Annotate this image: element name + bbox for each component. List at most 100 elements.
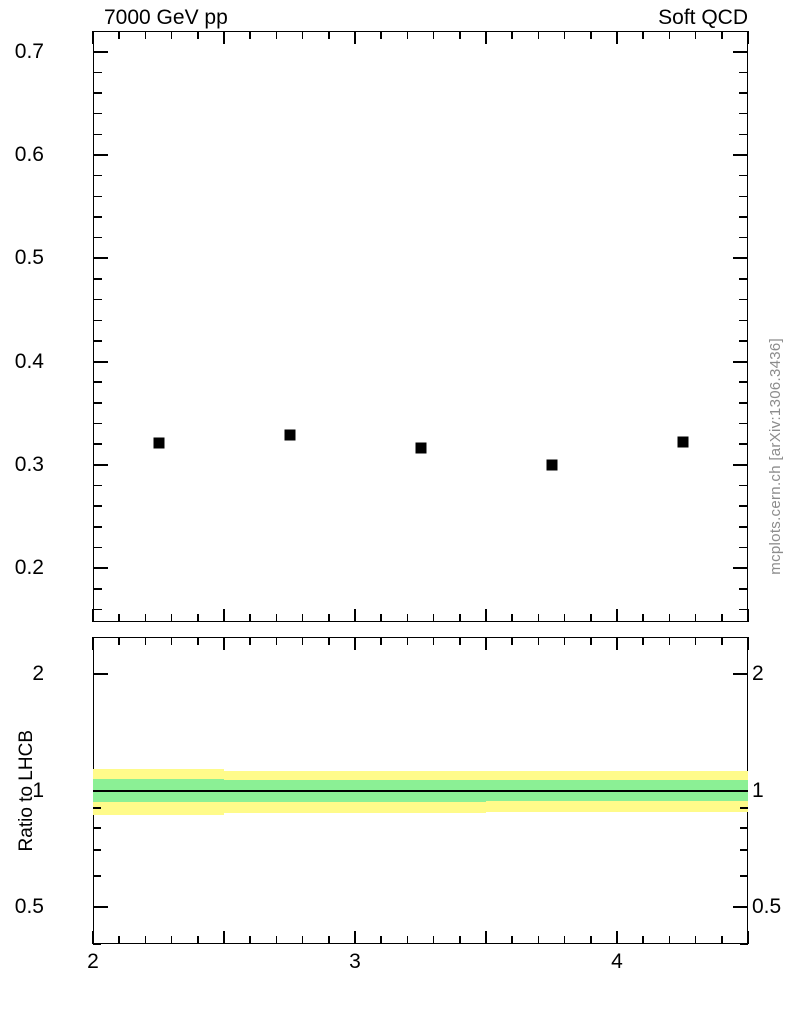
axis-tick: [563, 637, 566, 645]
axis-tick: [511, 936, 513, 944]
axis-tick: [739, 133, 748, 136]
axis-tick: [721, 31, 723, 39]
x-axis-tick-label: 3: [349, 950, 361, 973]
axis-tick: [118, 637, 120, 645]
axis-tick: [590, 614, 592, 622]
axis-tick: [563, 31, 566, 39]
axis-tick: [93, 588, 102, 590]
axis-tick: [616, 31, 618, 44]
axis-tick: [459, 637, 461, 645]
axis-tick: [93, 133, 102, 136]
axis-tick: [380, 614, 382, 622]
axis-tick: [747, 609, 749, 622]
axis-tick: [144, 31, 147, 39]
axis-tick: [563, 614, 566, 622]
y-axis-tick-label: 0.6: [14, 142, 44, 166]
axis-tick: [93, 257, 108, 260]
axis-tick: [739, 443, 748, 446]
axis-tick: [354, 931, 356, 944]
axis-tick: [694, 637, 697, 645]
axis-tick: [223, 931, 225, 944]
axis-tick: [739, 484, 748, 487]
axis-tick: [668, 31, 671, 39]
axis-tick: [642, 31, 644, 39]
axis-tick: [739, 298, 748, 301]
axis-tick: [590, 31, 592, 39]
axis-tick: [144, 637, 147, 645]
axis-tick: [93, 484, 102, 487]
axis-tick: [642, 614, 644, 622]
axis-tick: [733, 789, 748, 792]
axis-tick: [739, 278, 748, 280]
axis-tick: [739, 505, 748, 508]
axis-tick: [93, 608, 102, 611]
axis-tick: [694, 31, 697, 39]
ratio-y-tick-label: 1: [32, 778, 44, 802]
axis-tick: [740, 943, 748, 945]
axis-tick: [92, 637, 94, 650]
axis-tick: [93, 236, 102, 239]
axis-tick: [739, 381, 748, 384]
data-point-lhcb: [284, 429, 295, 441]
axis-tick: [144, 614, 147, 622]
axis-tick: [733, 257, 748, 260]
axis-tick: [406, 614, 409, 622]
axis-tick: [747, 31, 749, 44]
axis-tick: [511, 614, 513, 622]
axis-tick: [249, 614, 251, 622]
axis-tick: [537, 637, 540, 645]
axis-tick: [93, 526, 102, 528]
axis-tick: [93, 422, 102, 425]
axis-tick: [733, 567, 748, 570]
axis-tick: [739, 340, 748, 342]
source-credit: mcplots.cern.ch [arXiv:1306.3436]: [767, 338, 784, 575]
axis-tick: [93, 92, 102, 94]
axis-tick: [93, 381, 102, 384]
axis-tick: [275, 614, 278, 622]
axis-tick: [432, 936, 435, 944]
y-axis-tick-label: 0.2: [14, 556, 44, 580]
y-axis-tick-label: 0.3: [14, 452, 44, 476]
axis-tick: [459, 936, 461, 944]
axis-tick: [275, 637, 278, 645]
axis-tick: [668, 936, 671, 944]
header-category: Soft QCD: [658, 6, 748, 29]
axis-tick: [93, 807, 101, 809]
axis-tick: [301, 614, 304, 622]
axis-tick: [93, 216, 102, 218]
axis-tick: [739, 422, 748, 425]
axis-tick: [747, 637, 749, 650]
axis-tick: [93, 546, 102, 549]
axis-tick: [668, 637, 671, 645]
axis-tick: [537, 31, 540, 39]
axis-tick: [354, 637, 356, 650]
axis-tick: [739, 236, 748, 239]
axis-tick: [275, 31, 278, 39]
axis-tick: [93, 567, 108, 570]
axis-tick: [301, 637, 304, 645]
data-point-lhcb: [677, 436, 688, 448]
axis-tick: [93, 71, 102, 74]
axis-tick: [721, 637, 723, 645]
axis-tick: [197, 637, 199, 645]
ratio-y-tick-label-right: 2: [752, 662, 764, 686]
y-axis-tick-label: 0.7: [14, 39, 44, 63]
axis-tick: [92, 609, 94, 622]
axis-tick: [733, 360, 748, 363]
axis-tick: [616, 931, 618, 944]
axis-tick: [249, 637, 251, 645]
y-axis-tick-label: 0.4: [14, 349, 44, 373]
axis-tick: [459, 614, 461, 622]
axis-tick: [739, 174, 748, 177]
axis-tick: [301, 31, 304, 39]
axis-tick: [485, 931, 487, 944]
axis-tick: [93, 340, 102, 342]
axis-tick: [93, 360, 108, 363]
axis-tick: [590, 936, 592, 944]
axis-tick: [740, 849, 748, 852]
axis-tick: [93, 153, 108, 156]
axis-tick: [197, 31, 199, 39]
axis-tick: [93, 789, 108, 792]
axis-tick: [616, 609, 618, 622]
axis-tick: [118, 31, 120, 39]
